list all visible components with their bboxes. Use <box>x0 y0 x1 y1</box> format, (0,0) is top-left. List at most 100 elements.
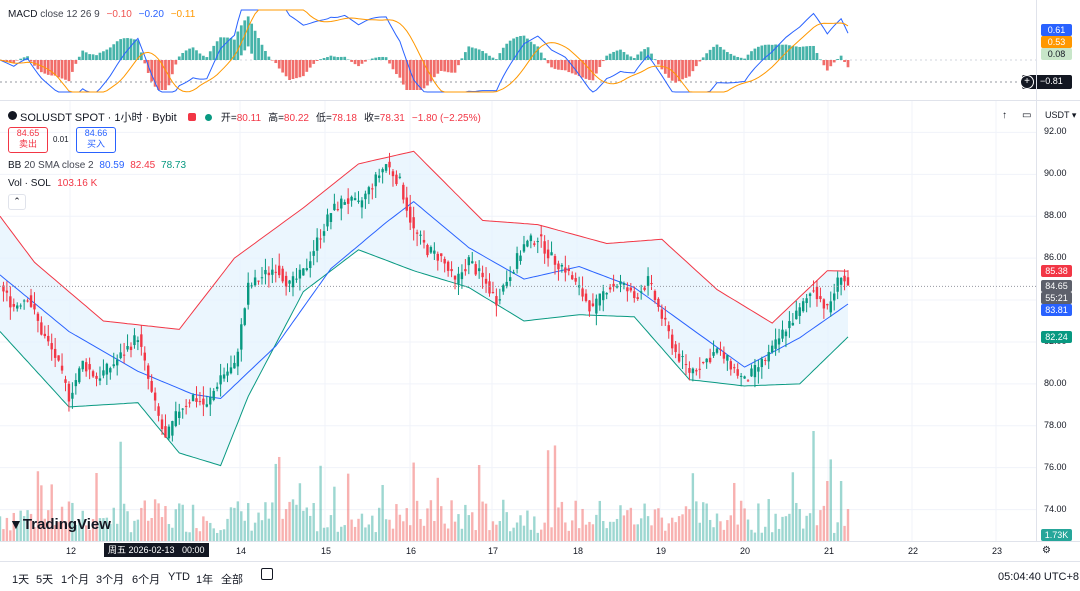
symbol-title: SOLUSDT SPOT · 1小时 · Bybit <box>20 112 177 124</box>
bb-basis-value: 80.59 <box>99 160 125 171</box>
macd-histogram-bar <box>708 49 712 60</box>
macd-histogram-bar <box>457 60 460 66</box>
price-axis-tag: 83.81 <box>1041 304 1072 317</box>
volume-bar <box>757 503 760 541</box>
macd-histogram-bar <box>743 58 746 60</box>
volume-bar <box>360 513 364 541</box>
candle-body <box>522 244 526 252</box>
macd-histogram-bar <box>112 44 116 60</box>
macd-histogram-bar <box>239 25 243 56</box>
pane-separator[interactable] <box>0 100 1080 101</box>
maximize-icon[interactable]: ▭ <box>1022 110 1032 121</box>
macd-histogram-bar <box>825 60 829 71</box>
price-plot[interactable] <box>0 101 1036 541</box>
date-range-calendar-icon[interactable] <box>261 568 273 580</box>
volume-bar <box>353 526 357 541</box>
macd-histogram-bar <box>819 59 822 60</box>
macd-histogram-bar <box>526 38 529 60</box>
macd-histogram-bar <box>153 60 157 87</box>
settings-gear-icon[interactable]: ⚙ <box>1042 545 1051 556</box>
macd-plot[interactable] <box>0 0 1036 100</box>
candle-body <box>271 269 274 275</box>
macd-histogram-bar <box>577 60 581 77</box>
high-value: 80.22 <box>283 113 309 124</box>
macd-histogram-bar <box>98 52 102 60</box>
buy-button[interactable]: 84.66 买入 <box>76 127 116 153</box>
range-button[interactable]: 3个月 <box>96 574 125 586</box>
volume-bar <box>798 509 801 541</box>
macd-histogram-bar <box>832 60 836 63</box>
time-axis-label: 20 <box>740 546 751 556</box>
candle-body <box>84 362 88 372</box>
clock[interactable]: 05:04:40 UTC+8 <box>998 571 1080 583</box>
volume-bar <box>426 508 429 541</box>
macd-value-3: −0.11 <box>170 9 196 20</box>
macd-histogram-bar <box>170 60 174 75</box>
candle-body <box>398 176 402 178</box>
range-button[interactable]: 6个月 <box>132 574 161 586</box>
symbol-legend[interactable]: SOLUSDT SPOT · 1小时 · Bybit 开=80.11 高=80.… <box>8 109 481 125</box>
volume-bar <box>71 502 74 541</box>
range-button[interactable]: 全部 <box>221 574 243 586</box>
candle-body <box>281 268 284 282</box>
candle-body <box>105 363 109 375</box>
range-button[interactable]: 1天 <box>12 574 30 586</box>
candle-body <box>526 240 529 247</box>
candle-body <box>429 247 433 253</box>
volume-bar <box>374 532 377 541</box>
volume-bar <box>333 486 336 541</box>
candle-body <box>633 291 636 299</box>
macd-histogram-bar <box>729 53 733 60</box>
change-value: −1.80 (−2.25%) <box>411 113 481 124</box>
volume-bar <box>181 504 184 541</box>
macd-histogram-bar <box>205 57 209 60</box>
volume-bar <box>57 521 60 541</box>
sell-button[interactable]: 84.65 卖出 <box>8 127 48 153</box>
arrow-up-icon[interactable]: ↑ <box>1002 110 1007 121</box>
macd-histogram-bar <box>781 44 784 60</box>
candle-body <box>302 268 305 276</box>
volume-bar <box>436 477 439 541</box>
candle-body <box>533 243 536 245</box>
volume-bar <box>446 528 450 541</box>
macd-histogram-bar <box>208 51 212 60</box>
currency-selector[interactable]: USDT ▾ <box>1045 110 1077 120</box>
volume-bar <box>819 510 822 541</box>
macd-histogram-bar <box>660 60 664 70</box>
range-button[interactable]: YTD <box>168 571 190 583</box>
macd-histogram-bar <box>143 60 147 64</box>
macd-signal-line <box>0 9 849 93</box>
macd-histogram-bar <box>264 50 267 60</box>
volume-bar <box>343 525 346 541</box>
volume-bar <box>598 500 602 541</box>
macd-histogram-bar <box>177 56 181 60</box>
close-value: 78.31 <box>379 113 405 124</box>
volume-legend[interactable]: Vol · SOL 103.16 K <box>8 178 97 189</box>
candle-body <box>674 344 677 353</box>
volume-bar <box>719 521 722 541</box>
candle-body <box>178 411 181 419</box>
range-button[interactable]: 5天 <box>36 574 54 586</box>
volume-bar <box>116 523 119 541</box>
macd-histogram-bar <box>71 60 74 72</box>
macd-histogram-bar <box>157 60 160 90</box>
candle-body <box>295 278 298 280</box>
collapse-legend-chevron-icon[interactable]: ⌃ <box>8 194 26 210</box>
candle-body <box>708 357 712 363</box>
range-button[interactable]: 1个月 <box>61 574 90 586</box>
candle-body <box>670 334 674 349</box>
bb-legend[interactable]: BB 20 SMA close 2 80.59 82.45 78.73 <box>8 160 186 171</box>
volume-bar <box>305 507 308 541</box>
macd-legend[interactable]: MACD close 12 26 9 −0.10 −0.20 −0.11 <box>8 9 195 20</box>
volume-bar <box>43 518 47 541</box>
range-button[interactable]: 1年 <box>196 574 214 586</box>
add-alert-icon[interactable]: + <box>1020 75 1034 89</box>
candle-body <box>598 293 602 306</box>
volume-bar <box>505 512 508 541</box>
volume-bar <box>784 516 788 541</box>
candle-body <box>822 299 826 309</box>
macd-histogram-bar <box>643 49 646 60</box>
macd-histogram-bar <box>757 46 760 60</box>
macd-histogram-bar <box>95 55 98 60</box>
macd-histogram-bar <box>274 60 278 64</box>
